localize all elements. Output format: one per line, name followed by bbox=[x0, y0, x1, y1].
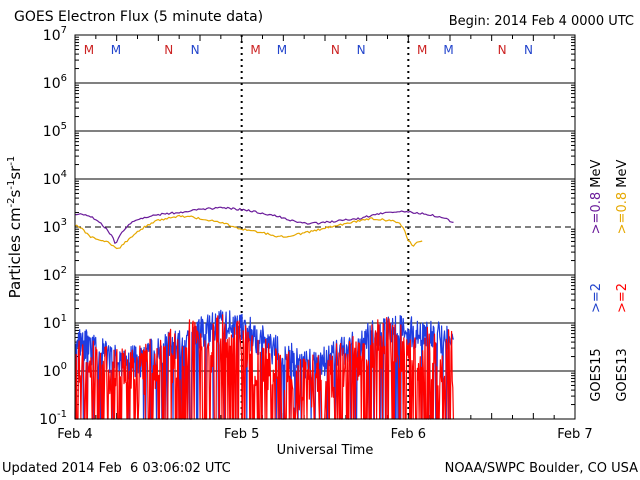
y-tick-label: 104 bbox=[43, 169, 67, 188]
y-tick-label: 107 bbox=[43, 25, 67, 44]
series-line bbox=[74, 214, 423, 250]
mn-marker: M bbox=[417, 43, 427, 57]
plot-frame bbox=[74, 34, 576, 420]
mn-marker: N bbox=[191, 43, 200, 57]
mn-marker: M bbox=[443, 43, 453, 57]
x-axis-label: Universal Time bbox=[277, 443, 374, 458]
begin-time: Begin: 2014 Feb 4 0000 UTC bbox=[448, 14, 634, 29]
credit-text: NOAA/SWPC Boulder, CO USA bbox=[444, 461, 638, 476]
y-axis-label: Particles cm-2s-1sr-1 bbox=[6, 156, 24, 299]
mn-marker: N bbox=[357, 43, 366, 57]
mn-marker: N bbox=[524, 43, 533, 57]
y-tick-label: 106 bbox=[43, 73, 67, 92]
legend-goes13-0p8mev: >=0.8 MeV bbox=[615, 160, 630, 235]
y-tick-label: 102 bbox=[43, 265, 67, 284]
x-tick-label: Feb 4 bbox=[57, 427, 92, 442]
mn-marker: M bbox=[277, 43, 287, 57]
mn-marker: N bbox=[498, 43, 507, 57]
legend-goes15-0p8mev: >=0.8 MeV bbox=[589, 160, 604, 235]
y-tick-label: 10-1 bbox=[39, 409, 67, 428]
x-tick-label: Feb 6 bbox=[391, 427, 426, 442]
mn-marker: M bbox=[84, 43, 94, 57]
mn-marker: N bbox=[164, 43, 173, 57]
series-line bbox=[75, 206, 454, 244]
y-tick-label: 101 bbox=[43, 313, 67, 332]
legend-sat-goes15: GOES15 bbox=[589, 348, 604, 401]
y-tick-label: 105 bbox=[43, 121, 67, 140]
legend-goes13-2mev: >=2 bbox=[615, 283, 630, 313]
mn-marker: N bbox=[331, 43, 340, 57]
y-tick-label: 100 bbox=[43, 361, 67, 380]
chart-title: GOES Electron Flux (5 minute data) bbox=[14, 9, 264, 25]
x-tick-label: Feb 5 bbox=[224, 427, 259, 442]
legend-goes15-2mev: >=2 bbox=[589, 283, 604, 313]
legend-sat-goes13: GOES13 bbox=[615, 348, 630, 401]
y-tick-label: 103 bbox=[43, 217, 67, 236]
updated-timestamp: Updated 2014 Feb 6 03:06:02 UTC bbox=[2, 461, 231, 476]
mn-marker: M bbox=[250, 43, 260, 57]
mn-marker: M bbox=[111, 43, 121, 57]
x-tick-label: Feb 7 bbox=[557, 427, 592, 442]
